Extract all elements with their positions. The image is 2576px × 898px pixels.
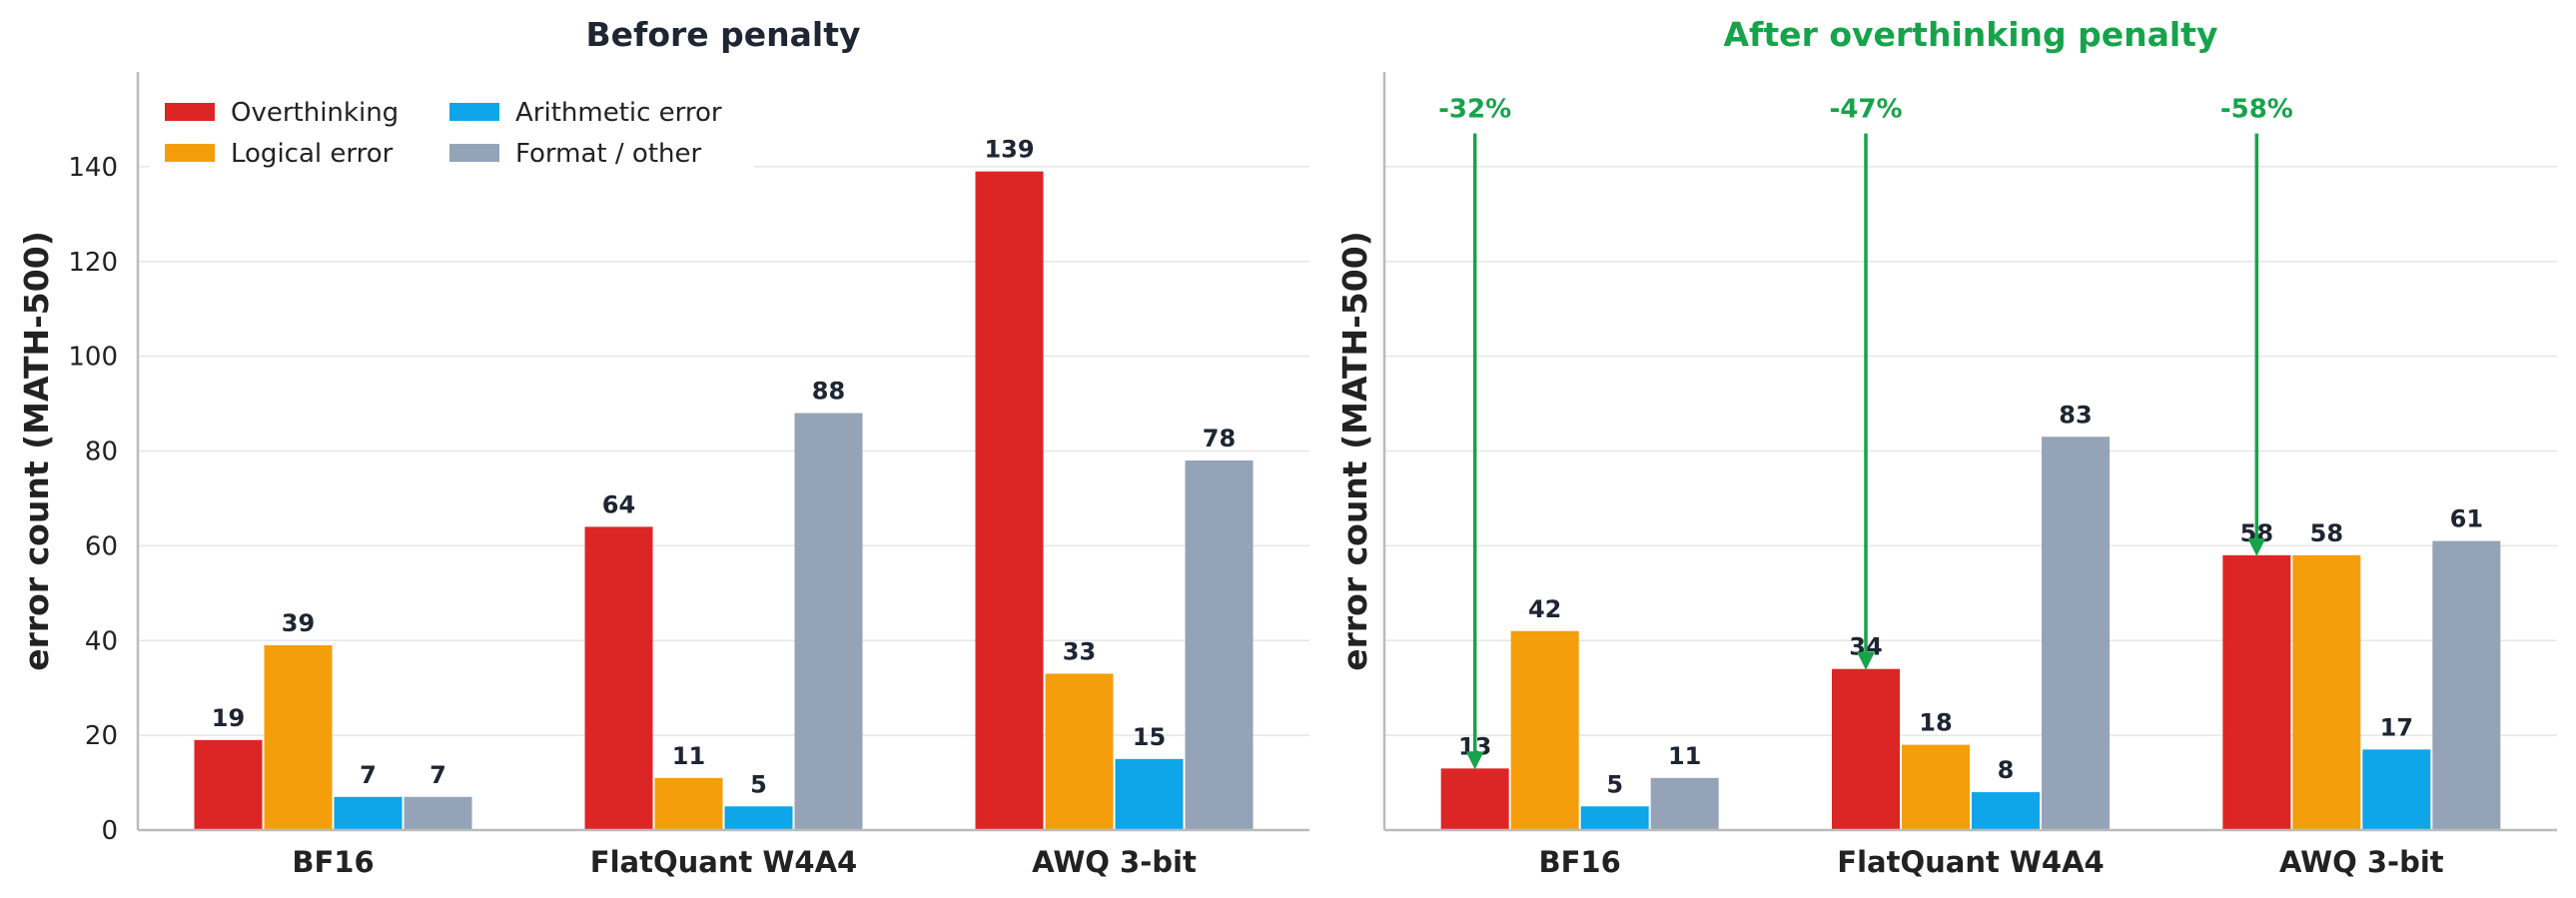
bar-logical-error-bf16	[1510, 630, 1579, 830]
data-label: 139	[984, 136, 1034, 164]
legend-swatch-format-other	[449, 144, 499, 162]
panel-after-overthinking-penalty: 1334584218585817118361BF16FlatQuant W4A4…	[1335, 15, 2557, 879]
bar-logical-error-flatquant-w4a4	[1902, 744, 1970, 830]
bar-format-other-bf16	[404, 796, 472, 830]
legend-swatch-overthinking	[165, 103, 215, 121]
data-label: 15	[1133, 723, 1166, 751]
reduction-label: -58%	[2220, 95, 2293, 125]
y-axis-label: error count (MATH-500)	[17, 231, 56, 671]
data-label: 33	[1063, 637, 1096, 665]
data-label: 8	[1998, 756, 2015, 784]
reduction-arrow-head	[1465, 751, 1484, 770]
y-axis-label: error count (MATH-500)	[1335, 231, 1374, 671]
panel-before-penalty: 19 64 139 39 11 33 7 5 15 7 88 78 0 20 40 60 80 100 120 140…	[17, 15, 1309, 879]
reduction-arrow-head	[1857, 651, 1875, 670]
x-tick-label: FlatQuant W4A4	[1837, 845, 2104, 879]
data-label: 58	[2310, 519, 2343, 547]
x-tick-label: AWQ 3-bit	[1032, 845, 1197, 879]
bar-arithmetic-error-bf16	[1580, 806, 1649, 830]
data-label: 88	[812, 378, 845, 406]
bar-format-other-awq-3-bit	[1185, 459, 1254, 830]
legend-label: Format / other	[515, 139, 701, 169]
bar-overthinking-flatquant-w4a4	[1832, 668, 1900, 830]
data-label: 11	[672, 742, 705, 770]
bar-overthinking-awq-3-bit	[975, 171, 1044, 830]
legend-label: Overthinking	[231, 98, 399, 128]
y-tick-label: 100	[68, 343, 118, 373]
bar-format-other-flatquant-w4a4	[2042, 437, 2110, 830]
reduction-label: -47%	[1829, 95, 1902, 125]
data-label: 18	[1919, 709, 1952, 737]
bar-overthinking-bf16	[194, 739, 263, 830]
x-tick-label: FlatQuant W4A4	[590, 845, 857, 879]
y-tick-label: 120	[68, 248, 118, 278]
chart-title: Before penalty	[585, 15, 860, 54]
y-tick-label: 20	[85, 721, 118, 751]
bar-arithmetic-error-awq-3-bit	[2362, 749, 2431, 830]
legend-swatch-arithmetic-error	[449, 103, 499, 121]
bar-format-other-awq-3-bit	[2432, 540, 2501, 830]
y-tick-label: 60	[85, 531, 118, 561]
data-label: 5	[750, 770, 767, 798]
bar-logical-error-awq-3-bit	[1045, 673, 1114, 830]
data-label: 64	[602, 490, 635, 518]
data-label: 17	[2380, 713, 2413, 741]
bar-arithmetic-error-awq-3-bit	[1115, 758, 1184, 830]
bar-arithmetic-error-flatquant-w4a4	[724, 806, 793, 830]
legend-label: Arithmetic error	[515, 98, 722, 128]
bar-arithmetic-error-bf16	[334, 796, 403, 830]
data-label: 42	[1528, 595, 1561, 623]
legend-label: Logical error	[231, 139, 394, 169]
bar-logical-error-flatquant-w4a4	[654, 777, 723, 830]
y-tick-label: 0	[101, 816, 118, 846]
reduction-label: -32%	[1438, 95, 1511, 125]
legend: Overthinking Logical error Arithmetic erro…	[150, 90, 754, 176]
data-label: 7	[429, 761, 446, 789]
bar-format-other-flatquant-w4a4	[794, 413, 863, 830]
data-label: 7	[360, 761, 377, 789]
x-tick-label: AWQ 3-bit	[2279, 845, 2444, 879]
data-label: 11	[1668, 742, 1701, 770]
y-tick-label: 80	[85, 438, 118, 467]
bar-overthinking-bf16	[1440, 768, 1509, 830]
bar-arithmetic-error-flatquant-w4a4	[1972, 792, 2040, 830]
bar-logical-error-bf16	[264, 644, 333, 830]
x-tick-label: BF16	[292, 845, 374, 879]
bar-overthinking-flatquant-w4a4	[584, 526, 653, 830]
bar-logical-error-awq-3-bit	[2292, 554, 2361, 830]
data-label: 61	[2450, 505, 2483, 533]
data-label: 78	[1203, 425, 1236, 452]
data-label: 83	[2059, 401, 2092, 429]
data-label: 39	[282, 609, 315, 637]
data-label: 19	[212, 704, 245, 732]
y-tick-label: 140	[68, 153, 118, 183]
reduction-arrow-head	[2247, 537, 2266, 556]
x-tick-label: BF16	[1539, 845, 1621, 879]
bar-overthinking-awq-3-bit	[2222, 554, 2291, 830]
data-label: 5	[1606, 770, 1623, 798]
legend-swatch-logical-error	[165, 144, 215, 162]
y-tick-label: 40	[85, 626, 118, 656]
bar-format-other-bf16	[1650, 777, 1719, 830]
chart-title: After overthinking penalty	[1724, 15, 2218, 54]
